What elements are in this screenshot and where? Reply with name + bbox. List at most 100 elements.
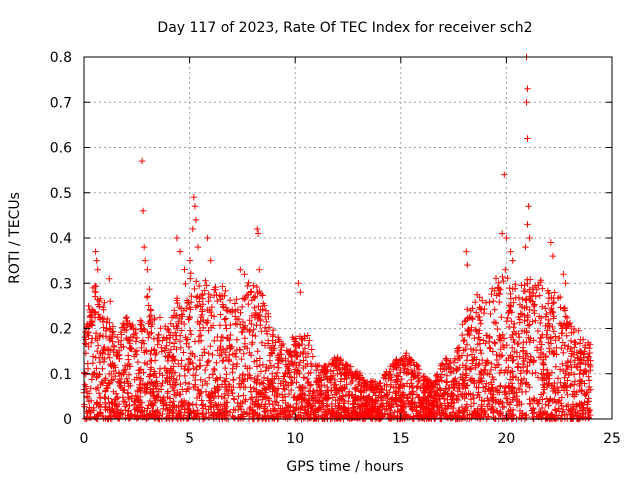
- data-point: [527, 297, 534, 304]
- data-point: [474, 407, 481, 414]
- data-point: [209, 351, 216, 359]
- data-point: [100, 306, 107, 313]
- data-point: [229, 309, 236, 316]
- data-point: [325, 361, 333, 368]
- data-point: [285, 348, 293, 355]
- data-point: [398, 406, 405, 413]
- data-point: [121, 398, 129, 406]
- data-point: [503, 357, 510, 364]
- data-point: [355, 395, 362, 402]
- data-point: [301, 345, 309, 352]
- data-point: [526, 296, 533, 303]
- data-point: [173, 312, 180, 319]
- data-point: [563, 314, 571, 322]
- data-point: [444, 363, 452, 371]
- data-point: [586, 345, 593, 352]
- data-point: [328, 387, 335, 394]
- data-point: [555, 334, 563, 342]
- data-point: [459, 331, 466, 339]
- data-point: [381, 392, 388, 399]
- data-point: [544, 380, 552, 388]
- data-point: [291, 374, 298, 381]
- data-point: [334, 370, 341, 378]
- data-point: [433, 381, 441, 388]
- data-point: [236, 374, 243, 382]
- data-point: [510, 299, 517, 306]
- data-point: [176, 248, 184, 255]
- data-point: [524, 135, 531, 142]
- data-point: [106, 370, 113, 378]
- data-point: [417, 403, 424, 411]
- data-point: [586, 383, 593, 391]
- data-point: [308, 363, 315, 370]
- data-point: [145, 379, 153, 387]
- data-point: [178, 357, 185, 364]
- data-point: [200, 324, 207, 331]
- data-point: [206, 374, 213, 381]
- data-point: [218, 350, 225, 358]
- data-point: [500, 403, 508, 410]
- data-point: [504, 314, 511, 322]
- data-point: [519, 409, 526, 417]
- data-point: [241, 343, 248, 350]
- data-point: [148, 323, 155, 330]
- data-point: [524, 322, 532, 329]
- data-point: [436, 385, 443, 392]
- data-point: [183, 340, 190, 347]
- data-point: [382, 393, 390, 400]
- data-point: [425, 382, 432, 389]
- data-point: [233, 336, 241, 343]
- data-point: [202, 277, 209, 284]
- data-point: [207, 402, 214, 410]
- data-point: [475, 334, 482, 341]
- chart-title: Day 117 of 2023, Rate Of TEC Index for r…: [157, 20, 532, 36]
- data-point: [392, 358, 400, 366]
- data-point: [569, 401, 577, 408]
- data-point: [450, 359, 458, 366]
- data-point: [293, 414, 300, 421]
- data-point: [531, 409, 538, 416]
- data-point: [290, 361, 297, 368]
- y-tick-label: 0.5: [50, 186, 72, 202]
- data-point: [585, 414, 592, 422]
- data-point: [199, 301, 207, 308]
- data-point: [470, 400, 477, 407]
- data-point: [115, 370, 123, 377]
- data-point: [147, 307, 155, 314]
- data-point: [138, 157, 146, 165]
- data-point: [191, 203, 199, 210]
- data-point: [472, 298, 479, 306]
- data-point: [355, 381, 362, 388]
- data-point: [301, 391, 308, 399]
- data-point: [451, 355, 459, 362]
- data-point: [226, 336, 233, 344]
- data-point: [500, 344, 508, 351]
- data-point: [354, 403, 361, 410]
- data-point: [185, 355, 193, 362]
- data-point: [587, 361, 594, 369]
- data-point: [578, 401, 585, 408]
- data-point: [169, 384, 177, 392]
- data-point: [456, 409, 463, 416]
- data-point: [538, 341, 545, 348]
- data-point: [146, 373, 153, 380]
- data-point: [237, 403, 244, 410]
- data-point: [560, 382, 567, 390]
- data-point: [317, 406, 325, 413]
- data-point: [256, 266, 263, 273]
- data-point: [204, 358, 211, 366]
- data-point: [489, 384, 496, 391]
- data-point: [203, 362, 211, 369]
- data-point: [174, 412, 181, 420]
- data-point: [367, 412, 374, 419]
- data-point: [121, 327, 129, 334]
- data-point: [193, 278, 200, 285]
- data-point: [543, 410, 550, 417]
- data-point: [194, 243, 202, 251]
- data-point: [530, 357, 538, 364]
- data-point: [124, 412, 131, 419]
- data-point: [233, 296, 240, 303]
- data-point: [85, 329, 92, 336]
- data-point: [235, 393, 242, 400]
